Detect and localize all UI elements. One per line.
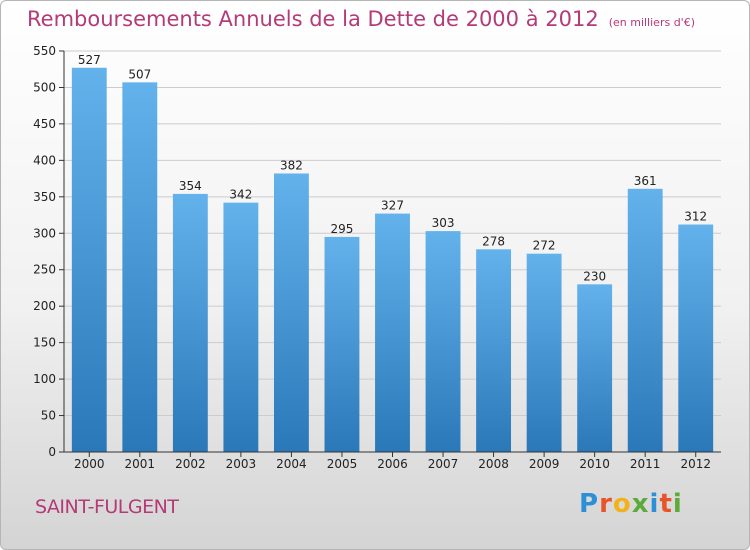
logo-letter: i — [649, 489, 660, 519]
logo-letter: i — [672, 489, 683, 519]
data-label-2002: 354 — [179, 179, 202, 193]
data-label-2006: 327 — [381, 199, 404, 213]
chart-subtitle: (en milliers d'€) — [608, 16, 695, 29]
x-tick-label-2001: 2001 — [125, 457, 156, 471]
logo-letter: o — [612, 489, 632, 519]
data-label-2007: 303 — [432, 216, 455, 230]
y-tick-label: 350 — [33, 190, 56, 204]
y-tick-label: 450 — [33, 117, 56, 131]
x-tick-label-2007: 2007 — [428, 457, 459, 471]
data-label-2012: 312 — [684, 210, 707, 224]
chart-title-text: Remboursements Annuels de la Dette de 20… — [27, 7, 599, 31]
chart-title: Remboursements Annuels de la Dette de 20… — [27, 7, 695, 31]
data-label-2011: 361 — [634, 174, 657, 188]
x-tick-label-2008: 2008 — [478, 457, 509, 471]
data-label-2004: 382 — [280, 158, 303, 172]
bar-2008 — [476, 249, 512, 452]
x-tick-label-2004: 2004 — [276, 457, 307, 471]
data-label-2010: 230 — [583, 269, 606, 283]
bar-2010 — [577, 284, 613, 452]
x-tick-label-2010: 2010 — [579, 457, 610, 471]
y-tick-label: 50 — [41, 409, 56, 423]
x-tick-label-2011: 2011 — [630, 457, 661, 471]
data-label-2009: 272 — [533, 239, 556, 253]
bar-2003 — [223, 202, 259, 452]
proxiti-logo[interactable]: Proxiti — [579, 489, 683, 519]
x-tick-label-2006: 2006 — [377, 457, 408, 471]
data-label-2005: 295 — [331, 222, 354, 236]
y-tick-label: 0 — [48, 445, 56, 459]
bar-2005 — [324, 236, 360, 452]
y-tick-label: 150 — [33, 336, 56, 350]
data-label-2008: 278 — [482, 234, 505, 248]
data-labels: 527 507 354 342 382 295 327 303 278 272 230 361 312 — [78, 53, 707, 284]
x-tick-label-2012: 2012 — [680, 457, 711, 471]
bar-2011 — [627, 188, 663, 452]
y-tick-label: 100 — [33, 372, 56, 386]
y-tick-label: 250 — [33, 263, 56, 277]
bar-2007 — [425, 231, 461, 452]
data-label-2000: 527 — [78, 53, 101, 67]
x-tick-label-2002: 2002 — [175, 457, 206, 471]
bars — [71, 67, 714, 453]
y-tick-label: 400 — [33, 153, 56, 167]
logo-letter: t — [659, 489, 673, 519]
logo-letter: x — [631, 489, 650, 519]
axes: 0 50 100 150 200 250 300 350 400 450 500 550 2000 200… — [33, 44, 721, 471]
y-tick-label: 500 — [33, 80, 56, 94]
x-tick-label-2003: 2003 — [226, 457, 257, 471]
commune-name: SAINT-FULGENT — [35, 496, 179, 518]
logo-letter: P — [579, 489, 600, 519]
bar-2000 — [71, 67, 107, 452]
y-tick-label: 200 — [33, 299, 56, 313]
logo-letter: r — [599, 489, 613, 519]
x-tick-label-2000: 2000 — [74, 457, 105, 471]
x-tick-label-2005: 2005 — [327, 457, 358, 471]
y-tick-label: 300 — [33, 226, 56, 240]
bar-2001 — [122, 82, 158, 453]
bar-2006 — [375, 213, 410, 452]
x-tick-label-2009: 2009 — [529, 457, 560, 471]
y-tick-label: 550 — [33, 44, 56, 58]
bar-2002 — [172, 193, 208, 452]
bar-2009 — [526, 253, 562, 452]
data-label-2003: 342 — [229, 188, 252, 202]
bar-2004 — [273, 173, 309, 452]
bar-2012 — [678, 224, 714, 452]
data-label-2001: 507 — [128, 67, 151, 81]
